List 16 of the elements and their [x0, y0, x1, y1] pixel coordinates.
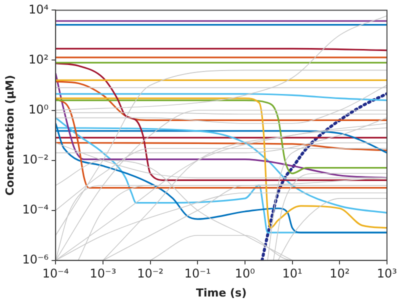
x-tick-label: 10³	[376, 266, 398, 281]
y-tick-label: 10⁰	[28, 102, 49, 116]
x-tick-label: 10⁻²	[137, 266, 164, 281]
y-tick-label: 10²	[28, 52, 49, 66]
x-tick-label: 10²	[330, 266, 350, 281]
x-tick-label: 10⁻¹	[184, 266, 212, 281]
y-tick-label: 10⁻⁶	[22, 252, 49, 267]
y-axis-title: Concentration (μM)	[3, 74, 16, 196]
x-tick-label: 10¹	[282, 266, 303, 281]
y-tick-label: 10⁴	[28, 2, 49, 16]
x-axis-title: Time (s)	[196, 286, 247, 300]
x-tick-label: 10⁻³	[90, 266, 116, 281]
x-tick-label: 10⁻⁴	[42, 266, 70, 281]
y-tick-label: 10⁻²	[22, 152, 49, 166]
x-tick-label: 10⁰	[234, 266, 256, 281]
y-tick-label: 10⁻⁴	[22, 202, 49, 216]
